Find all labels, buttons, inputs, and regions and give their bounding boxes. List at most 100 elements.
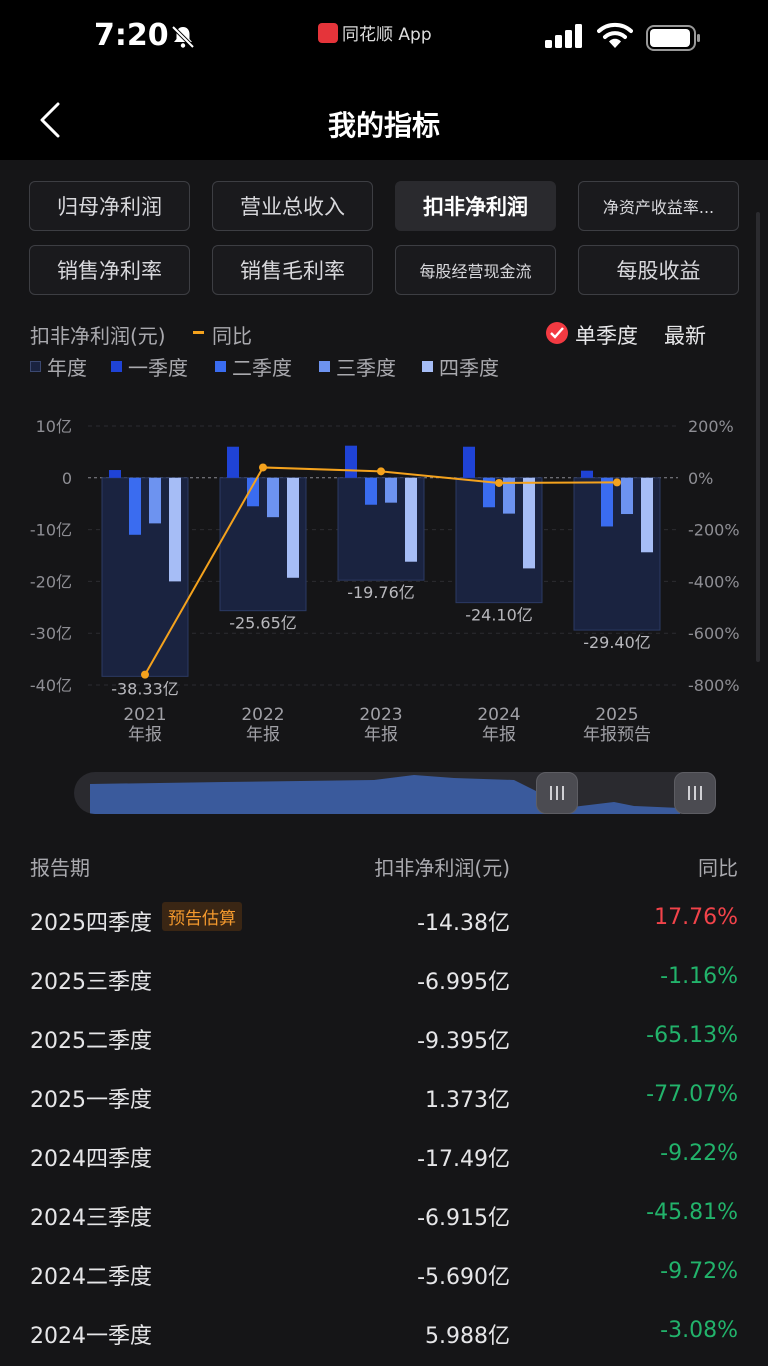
y-left-tick-label: 10亿: [36, 417, 72, 436]
page-scrollbar[interactable]: [756, 212, 760, 662]
row-yoy: -9.22%: [660, 1141, 738, 1166]
table-row[interactable]: 2024一季度 5.988亿 -3.08%: [0, 1307, 768, 1366]
table-header-period: 报告期: [30, 856, 90, 880]
table-row[interactable]: 2024三季度 -6.915亿 -45.81%: [0, 1189, 768, 1248]
row-value: -14.38亿: [417, 911, 510, 936]
y-right-tick-label: -800%: [688, 676, 740, 695]
table-row[interactable]: 2024四季度 -17.49亿 -9.22%: [0, 1130, 768, 1189]
row-period: 2024一季度: [30, 1324, 152, 1349]
annual-data-label: -38.33亿: [111, 679, 179, 698]
row-yoy: -9.72%: [660, 1259, 738, 1284]
page-title: 我的指标: [327, 109, 440, 142]
wifi-icon: [597, 22, 633, 48]
tab-net-margin[interactable]: 销售净利率: [29, 245, 190, 295]
row-value: 5.988亿: [425, 1324, 510, 1349]
range-right-handle[interactable]: [674, 772, 716, 814]
annual-data-label: -24.10亿: [465, 606, 533, 625]
x-tick-label: 年报预告: [583, 725, 651, 745]
tab-gross-margin[interactable]: 销售毛利率: [212, 245, 373, 295]
quarter-bar: [365, 477, 377, 505]
quarter-bar: [405, 477, 417, 562]
legend-label: 二季度: [232, 355, 292, 380]
yoy-point: [141, 670, 149, 679]
row-yoy: -1.16%: [660, 964, 738, 989]
single-quarter-toggle[interactable]: 单季度: [575, 324, 638, 348]
y-right-tick-label: 200%: [688, 417, 734, 436]
tab-label: 净资产收益率...: [602, 198, 715, 217]
legend-annual: 年度: [30, 354, 87, 380]
y-right-tick-label: -400%: [688, 572, 740, 591]
latest-button[interactable]: 最新: [664, 324, 706, 348]
yoy-point: [377, 467, 385, 476]
quarter-bar: [287, 477, 299, 578]
tab-total-revenue[interactable]: 营业总收入: [212, 181, 373, 231]
legend-label: 四季度: [439, 355, 499, 380]
row-period: 2025一季度: [30, 1088, 152, 1113]
single-quarter-check-icon[interactable]: [546, 322, 568, 344]
row-period: 2024三季度: [30, 1206, 152, 1231]
yoy-point: [495, 478, 503, 487]
status-time: 7:20: [94, 18, 169, 53]
legend-swatch: [30, 360, 41, 372]
row-yoy: -45.81%: [646, 1200, 738, 1225]
quarter-bar: [169, 477, 181, 582]
row-yoy: -65.13%: [646, 1023, 738, 1048]
tab-deducted-net-profit[interactable]: 扣非净利润: [395, 181, 556, 231]
y-left-tick-label: -20亿: [30, 572, 72, 591]
chart-metric-label: 扣非净利润(元): [30, 324, 166, 348]
tab-parent-net-profit[interactable]: 归母净利润: [29, 181, 190, 231]
legend-swatch: [215, 360, 226, 372]
quarter-bar: [581, 470, 593, 478]
legend-swatch: [111, 360, 122, 372]
table-row[interactable]: 2025二季度 -9.395亿 -65.13%: [0, 1012, 768, 1071]
tab-operating-cashflow-per-share[interactable]: 每股经营现金流: [395, 245, 556, 295]
return-to-app-badge[interactable]: 同花顺 App: [318, 20, 432, 45]
quarter-bar: [621, 477, 633, 515]
row-period: 2025三季度: [30, 970, 152, 995]
legend-q1: 一季度: [111, 354, 188, 380]
quarter-bar: [463, 446, 475, 478]
y-right-tick-label: -200%: [688, 521, 740, 540]
x-tick-label: 2024: [477, 705, 520, 725]
x-tick-label: 年报: [364, 725, 398, 745]
x-tick-label: 2025: [595, 705, 638, 725]
row-value: -9.395亿: [417, 1029, 510, 1054]
back-arrow-icon[interactable]: [30, 100, 70, 140]
quarter-bar: [247, 477, 259, 507]
quarter-bar: [483, 477, 495, 508]
tab-label: 销售净利率: [57, 259, 162, 283]
tab-eps[interactable]: 每股收益: [578, 245, 739, 295]
yoy-point: [613, 478, 621, 487]
legend-q4: 四季度: [422, 354, 499, 380]
x-tick-label: 年报: [128, 725, 162, 745]
quarter-bar: [227, 446, 239, 478]
row-yoy: 17.76%: [654, 905, 738, 930]
cellular-signal-icon: [545, 24, 582, 48]
y-left-tick-label: -10亿: [30, 521, 72, 540]
quarter-bar: [641, 477, 653, 553]
table-row[interactable]: 2025四季度 预告估算 -14.38亿 17.76%: [0, 894, 768, 953]
row-value: -6.995亿: [417, 970, 510, 995]
y-right-tick-label: -600%: [688, 624, 740, 643]
tab-label: 归母净利润: [57, 195, 162, 219]
row-period: 2024四季度: [30, 1147, 152, 1172]
app-logo-icon: [318, 22, 338, 43]
app-name: 同花顺 App: [342, 25, 432, 45]
table-row[interactable]: 2025三季度 -6.995亿 -1.16%: [0, 953, 768, 1012]
forecast-tag: 预告估算: [162, 902, 242, 931]
x-tick-label: 年报: [246, 725, 280, 745]
range-scroller[interactable]: [74, 772, 716, 814]
x-tick-label: 2022: [241, 705, 284, 725]
y-right-tick-label: 0%: [688, 469, 713, 488]
annual-data-label: -19.76亿: [347, 583, 415, 602]
range-left-handle[interactable]: [536, 772, 578, 814]
row-value: -17.49亿: [417, 1147, 510, 1172]
tab-label: 营业总收入: [240, 195, 345, 219]
legend-q2: 二季度: [215, 354, 292, 380]
nav-bar: 我的指标: [0, 78, 768, 160]
table-row[interactable]: 2025一季度 1.373亿 -77.07%: [0, 1071, 768, 1130]
row-period: 2025二季度: [30, 1029, 152, 1054]
annual-data-label: -25.65亿: [229, 614, 297, 633]
table-row[interactable]: 2024二季度 -5.690亿 -9.72%: [0, 1248, 768, 1307]
tab-roe[interactable]: 净资产收益率...: [578, 181, 739, 231]
